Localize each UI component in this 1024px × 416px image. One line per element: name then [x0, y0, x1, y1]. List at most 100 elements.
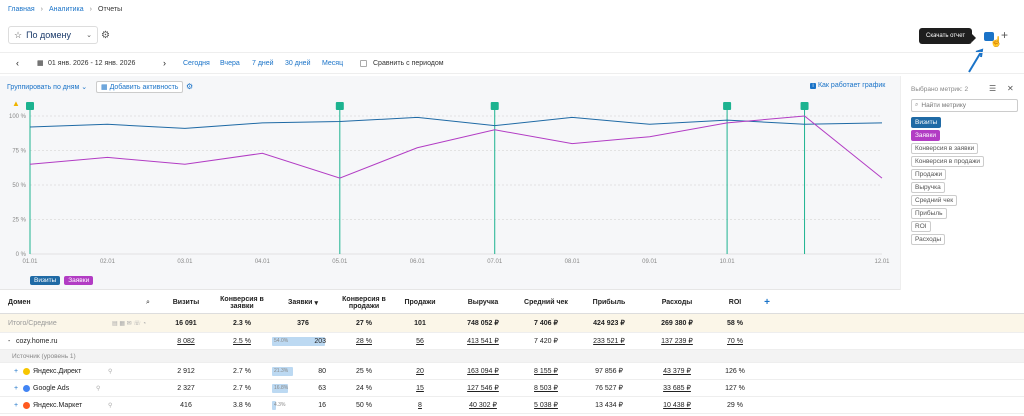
- col-conv-sales[interactable]: Конверсия в продажи: [342, 295, 386, 310]
- report-type-select[interactable]: ☆ По домену ⌄: [8, 26, 98, 44]
- metric-chip-visits[interactable]: Визиты: [911, 117, 942, 128]
- legend-visits[interactable]: Визиты: [30, 276, 61, 285]
- close-icon[interactable]: ✕: [1007, 84, 1014, 93]
- source-cell[interactable]: 10 438 ₽: [663, 402, 691, 409]
- gear-icon[interactable]: ⚙: [101, 30, 110, 41]
- chart-settings-icon[interactable]: ⚙: [186, 82, 194, 91]
- col-conv-leads[interactable]: Конверсия в заявки: [220, 295, 264, 310]
- table-header: Домен ⌕ Визиты Конверсия в заявки Заявки…: [0, 292, 1024, 314]
- quick-today[interactable]: Сегодня: [183, 59, 210, 67]
- metric-chip[interactable]: ROI: [911, 221, 931, 232]
- source-cell[interactable]: 40 302 ₽: [469, 402, 497, 409]
- total-sales: 101: [414, 319, 426, 327]
- star-icon[interactable]: ☆: [14, 29, 23, 40]
- metric-chip[interactable]: Выручка: [911, 182, 945, 193]
- source-cell: 50 %: [356, 401, 372, 409]
- breadcrumb-current: Отчеты: [98, 6, 123, 13]
- y-tick-label: 100 %: [9, 114, 27, 120]
- source-cell[interactable]: 127 546 ₽: [467, 385, 499, 392]
- metric-chip-leads[interactable]: Заявки: [911, 130, 940, 141]
- activity-marker: [723, 102, 732, 110]
- source-name: Яндекс.Маркет: [33, 401, 83, 409]
- metric-chip[interactable]: Продажи: [911, 169, 947, 180]
- col-domain[interactable]: Домен: [8, 299, 31, 306]
- total-roi: 58 %: [727, 319, 743, 327]
- x-tick-label: 01.01: [22, 259, 38, 265]
- domain-profit[interactable]: 233 521 ₽: [593, 338, 625, 345]
- col-revenue[interactable]: Выручка: [467, 299, 499, 306]
- next-period-button[interactable]: ›: [163, 58, 166, 68]
- source-cell[interactable]: 43 379 ₽: [663, 368, 691, 375]
- col-avg-check[interactable]: Средний чек: [524, 299, 568, 306]
- compare-checkbox[interactable]: [360, 59, 367, 67]
- metric-chip[interactable]: Прибыль: [911, 208, 947, 219]
- calendar-icon[interactable]: ▦: [37, 60, 44, 67]
- col-roi[interactable]: ROI: [728, 299, 742, 306]
- source-cell[interactable]: 8: [418, 401, 422, 409]
- source-name: Яндекс.Директ: [33, 367, 82, 375]
- yandex-direct-icon: [22, 363, 30, 379]
- metric-search[interactable]: ⌕: [911, 99, 1018, 112]
- col-leads[interactable]: Заявки ▾: [288, 299, 318, 307]
- legend-leads[interactable]: Заявки: [64, 276, 94, 285]
- col-visits[interactable]: Визиты: [172, 299, 200, 306]
- breadcrumb-home[interactable]: Главная: [8, 6, 35, 13]
- warning-icon: ▲: [12, 99, 20, 108]
- breadcrumb-analytics[interactable]: Аналитика: [49, 6, 84, 13]
- metric-chip[interactable]: Средний чек: [911, 195, 958, 206]
- leads-share-pct: 4.3%: [274, 402, 286, 408]
- quick-30days[interactable]: 30 дней: [285, 59, 311, 67]
- list-icon[interactable]: ☰: [989, 84, 997, 93]
- filter-icon[interactable]: ⚲: [108, 402, 113, 409]
- domain-conv-leads[interactable]: 2.5 %: [233, 337, 251, 345]
- search-icon[interactable]: ⌕: [146, 298, 150, 306]
- prev-period-button[interactable]: ‹: [16, 58, 19, 68]
- source-cell: 126 %: [725, 367, 745, 375]
- col-sales[interactable]: Продажи: [404, 299, 436, 306]
- domain-visits[interactable]: 8 082: [177, 337, 195, 345]
- domain-revenue[interactable]: 413 541 ₽: [467, 338, 499, 345]
- quick-yesterday[interactable]: Вчера: [220, 59, 240, 67]
- source-cell: 127 %: [725, 384, 745, 392]
- metric-chip[interactable]: Расходы: [911, 234, 946, 245]
- filter-icon[interactable]: ⚲: [96, 385, 101, 392]
- metric-chip[interactable]: Конверсия в продажи: [911, 156, 985, 167]
- expand-icon[interactable]: +: [14, 401, 19, 409]
- expand-icon[interactable]: +: [14, 367, 19, 375]
- source-cell[interactable]: 5 038 ₽: [534, 402, 558, 409]
- table-row: + Яндекс.Директ ⚲ 2 912 2.7 % 21.3% 80 25 %…: [0, 363, 1024, 380]
- domain-sales[interactable]: 56: [416, 337, 424, 345]
- metric-chip[interactable]: Конверсия в заявки: [911, 143, 979, 154]
- source-cell[interactable]: 8 503 ₽: [534, 385, 558, 392]
- date-toolbar: ‹ ▦ 01 янв. 2026 - 12 янв. 2026 › Сегодн…: [0, 52, 1024, 74]
- domain-conv-sales[interactable]: 28 %: [356, 337, 372, 345]
- group-by-days-select[interactable]: Группировать по дням ⌄: [7, 84, 88, 91]
- source-cell[interactable]: 8 155 ₽: [534, 368, 558, 375]
- add-activity-button[interactable]: ▦ Добавить активность: [96, 81, 184, 93]
- col-profit[interactable]: Прибыль: [592, 299, 626, 306]
- quick-7days[interactable]: 7 дней: [252, 59, 274, 67]
- expand-icon[interactable]: +: [14, 384, 19, 392]
- x-tick-label: 04.01: [255, 259, 271, 265]
- domain-expenses[interactable]: 137 239 ₽: [661, 338, 693, 345]
- source-name: Google Ads: [33, 384, 70, 392]
- how-chart-works-link[interactable]: i Как работает график: [810, 82, 885, 89]
- source-cell[interactable]: 163 094 ₽: [467, 368, 499, 375]
- add-column-button[interactable]: +: [764, 297, 770, 308]
- metric-search-input[interactable]: [921, 102, 1012, 109]
- domain-roi[interactable]: 70 %: [727, 337, 743, 345]
- filter-icon[interactable]: ⚲: [108, 368, 113, 375]
- add-report-button[interactable]: +: [1001, 28, 1009, 42]
- source-cell[interactable]: 33 685 ₽: [663, 385, 691, 392]
- y-tick-label: 50 %: [12, 183, 26, 189]
- source-leads: 63: [318, 384, 326, 392]
- date-range[interactable]: 01 янв. 2026 - 12 янв. 2026: [48, 59, 136, 67]
- arrow-hint-icon: [965, 48, 985, 74]
- col-expenses[interactable]: Расходы: [661, 299, 693, 306]
- source-cell[interactable]: 20: [416, 367, 424, 375]
- quick-month[interactable]: Месяц: [322, 59, 344, 67]
- download-report-button[interactable]: [984, 32, 994, 41]
- collapse-icon[interactable]: -: [8, 337, 11, 345]
- source-cell[interactable]: 15: [416, 384, 424, 392]
- source-cell: 416: [180, 401, 192, 409]
